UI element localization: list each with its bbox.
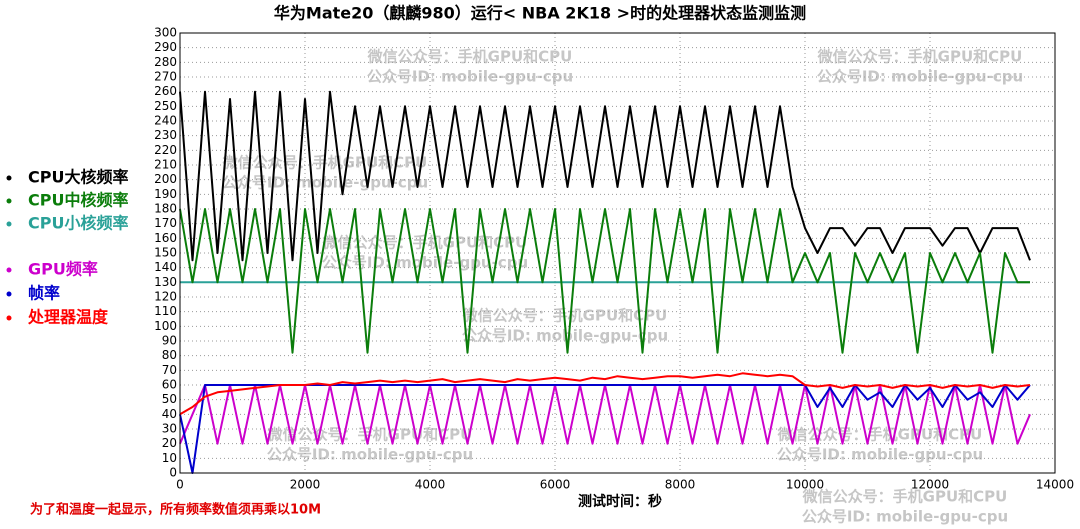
y-tick-label: 200 [154, 172, 177, 186]
y-tick-label: 290 [154, 40, 177, 54]
y-tick-label: 280 [154, 55, 177, 69]
watermark-line1: 微信公众号：手机GPU和CPU [367, 48, 573, 66]
legend-label: GPU频率 [28, 260, 98, 279]
chart-title: 华为Mate20（麒麟980）运行< NBA 2K18 >时的处理器状态监测监测 [274, 4, 806, 23]
y-tick-label: 0 [169, 466, 177, 480]
y-tick-label: 180 [154, 202, 177, 216]
watermarks: 微信公众号：手机GPU和CPU 公众号ID: mobile-gpu-cpu 微信公众… [222, 48, 1023, 526]
y-tick-label: 270 [154, 70, 177, 84]
legend-dot [6, 267, 12, 273]
y-tick-label: 300 [154, 26, 177, 40]
y-tick-label: 260 [154, 84, 177, 98]
plot-lines [179, 90, 1031, 474]
legend-label: CPU大核频率 [28, 168, 128, 187]
watermark-line2: 公众号ID: mobile-gpu-cpu [802, 508, 1008, 526]
y-tick-label: 140 [154, 260, 177, 274]
x-tick-label: 6000 [540, 478, 571, 492]
x-axis-label: 测试时间：秒 [578, 493, 662, 510]
y-tick-label: 60 [162, 378, 177, 392]
x-tick-label: 0 [176, 478, 184, 492]
y-tick-label: 110 [154, 304, 177, 318]
y-tick-label: 130 [154, 275, 177, 289]
legend-label: CPU中核频率 [28, 191, 128, 210]
y-tick-label: 90 [162, 334, 177, 348]
series-line [179, 208, 1030, 354]
y-tick-label: 10 [162, 451, 177, 465]
y-tick-label: 230 [154, 128, 177, 142]
watermark-line2: 公众号ID: mobile-gpu-cpu [267, 446, 473, 464]
y-tick-label: 70 [162, 363, 177, 377]
legend-label: 处理器温度 [27, 308, 109, 327]
legend-dot [6, 175, 12, 181]
y-tick-label: 210 [154, 158, 177, 172]
watermark-line1: 微信公众号：手机GPU和CPU [802, 488, 1008, 506]
legend-label: CPU小核频率 [28, 214, 128, 233]
y-tick-label: 240 [154, 114, 177, 128]
x-tick-label: 12000 [911, 478, 949, 492]
legend-dot [6, 291, 12, 297]
y-tick-label: 40 [162, 407, 177, 421]
legend-dot [6, 221, 12, 227]
watermark-line1: 微信公众号：手机GPU和CPU [817, 48, 1023, 66]
y-tick-label: 100 [154, 319, 177, 333]
legend-label: 帧率 [28, 284, 60, 303]
watermark-line2: 公众号ID: mobile-gpu-cpu [222, 174, 428, 192]
y-tick-label: 80 [162, 348, 177, 362]
watermark-line2: 公众号ID: mobile-gpu-cpu [367, 68, 573, 86]
y-tick-label: 20 [162, 436, 177, 450]
legend-dot [6, 315, 12, 321]
watermark-line1: 微信公众号：手机GPU和CPU [777, 426, 983, 444]
series-line [179, 90, 1031, 262]
y-tick-label: 120 [154, 290, 177, 304]
y-tick-label: 160 [154, 231, 177, 245]
y-tick-label: 190 [154, 187, 177, 201]
series-line [179, 372, 1031, 416]
y-tick-label: 50 [162, 392, 177, 406]
plot-frame [179, 32, 1056, 474]
x-tick-label: 2000 [290, 478, 321, 492]
note: 为了和温度一起显示，所有频率数值须再乘以10M [30, 502, 321, 518]
y-tick-label: 250 [154, 99, 177, 113]
watermark-line2: 公众号ID: mobile-gpu-cpu [462, 327, 668, 345]
x-tick-label: 8000 [665, 478, 696, 492]
legend-dot [6, 198, 12, 204]
x-tick-label: 10000 [786, 478, 824, 492]
y-tick-label: 220 [154, 143, 177, 157]
y-tick-label: 30 [162, 422, 177, 436]
y-tick-label: 170 [154, 216, 177, 230]
x-tick-label: 14000 [1036, 478, 1074, 492]
x-tick-label: 4000 [415, 478, 446, 492]
y-tick-label: 150 [154, 246, 177, 260]
watermark-line2: 公众号ID: mobile-gpu-cpu [777, 446, 983, 464]
